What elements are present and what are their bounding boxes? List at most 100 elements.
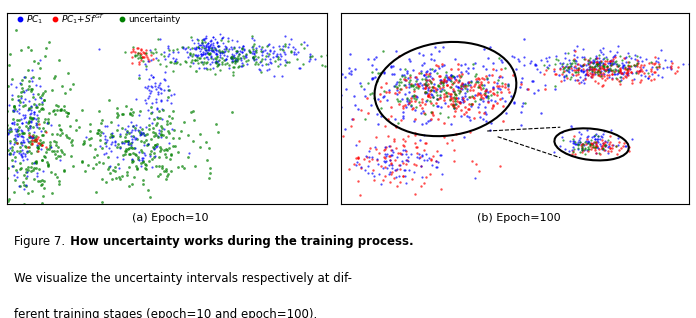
Point — [448, 94, 459, 99]
Point — [133, 59, 144, 65]
Point — [639, 62, 650, 67]
Point — [634, 68, 645, 73]
Point — [246, 50, 258, 55]
Point — [340, 86, 351, 92]
Point — [29, 130, 40, 135]
Point — [493, 75, 505, 80]
Point — [13, 213, 24, 218]
Point — [40, 154, 51, 159]
Point — [137, 130, 148, 135]
Point — [437, 171, 448, 176]
Point — [427, 113, 438, 118]
Point — [61, 109, 72, 114]
Point — [425, 94, 436, 100]
Point — [629, 62, 640, 67]
Point — [614, 68, 625, 73]
Point — [182, 44, 193, 49]
Point — [470, 77, 481, 82]
Point — [34, 121, 45, 127]
Point — [0, 78, 8, 83]
Point — [394, 79, 405, 84]
Point — [24, 140, 35, 145]
Point — [588, 66, 599, 71]
Point — [31, 170, 42, 175]
Point — [20, 182, 31, 187]
Point — [200, 54, 212, 59]
Point — [21, 150, 32, 155]
Point — [400, 173, 411, 178]
Point — [35, 182, 46, 187]
Point — [122, 139, 133, 144]
Point — [199, 39, 210, 44]
Point — [79, 169, 90, 174]
Point — [598, 56, 609, 61]
Point — [434, 84, 445, 89]
Point — [231, 48, 242, 53]
Point — [574, 140, 585, 145]
Point — [35, 95, 47, 100]
Point — [155, 85, 166, 90]
Point — [248, 54, 259, 59]
Point — [445, 76, 457, 81]
Point — [519, 100, 530, 106]
Point — [23, 107, 34, 112]
Point — [211, 121, 222, 126]
Point — [31, 159, 42, 164]
Point — [187, 53, 198, 59]
Point — [56, 84, 68, 89]
Point — [588, 61, 599, 66]
Point — [397, 158, 408, 163]
Point — [22, 45, 33, 50]
Point — [407, 105, 418, 110]
Point — [425, 66, 436, 72]
Point — [163, 94, 174, 99]
Point — [207, 48, 219, 53]
Point — [514, 84, 525, 89]
Point — [592, 145, 603, 150]
Point — [211, 64, 222, 69]
Point — [371, 135, 382, 140]
Point — [248, 57, 259, 62]
Point — [155, 87, 166, 92]
Point — [613, 139, 624, 144]
Point — [161, 154, 172, 159]
Point — [127, 134, 139, 139]
Point — [580, 75, 591, 80]
Point — [198, 37, 209, 42]
Point — [26, 87, 38, 92]
Point — [35, 107, 46, 112]
Point — [7, 117, 18, 122]
Point — [24, 135, 35, 140]
Point — [389, 72, 400, 77]
Point — [301, 43, 312, 48]
Point — [18, 137, 29, 142]
Point — [396, 86, 407, 91]
Point — [212, 59, 223, 65]
Point — [573, 142, 584, 148]
Point — [592, 70, 603, 75]
Point — [5, 126, 16, 131]
Point — [494, 86, 505, 92]
Point — [518, 62, 529, 67]
Point — [37, 158, 48, 163]
Point — [379, 147, 390, 152]
Point — [391, 85, 402, 90]
Point — [148, 117, 159, 122]
Point — [419, 85, 430, 90]
Point — [466, 93, 477, 99]
Point — [427, 93, 438, 98]
Point — [248, 42, 260, 47]
Point — [631, 60, 642, 66]
Point — [40, 45, 52, 51]
Point — [142, 107, 153, 113]
Point — [592, 69, 603, 74]
Point — [403, 100, 414, 105]
Point — [583, 57, 594, 62]
Point — [146, 165, 157, 170]
Point — [393, 82, 404, 87]
Point — [395, 86, 406, 92]
Point — [49, 172, 61, 177]
Point — [212, 40, 223, 45]
Point — [152, 92, 164, 97]
Point — [585, 141, 596, 146]
